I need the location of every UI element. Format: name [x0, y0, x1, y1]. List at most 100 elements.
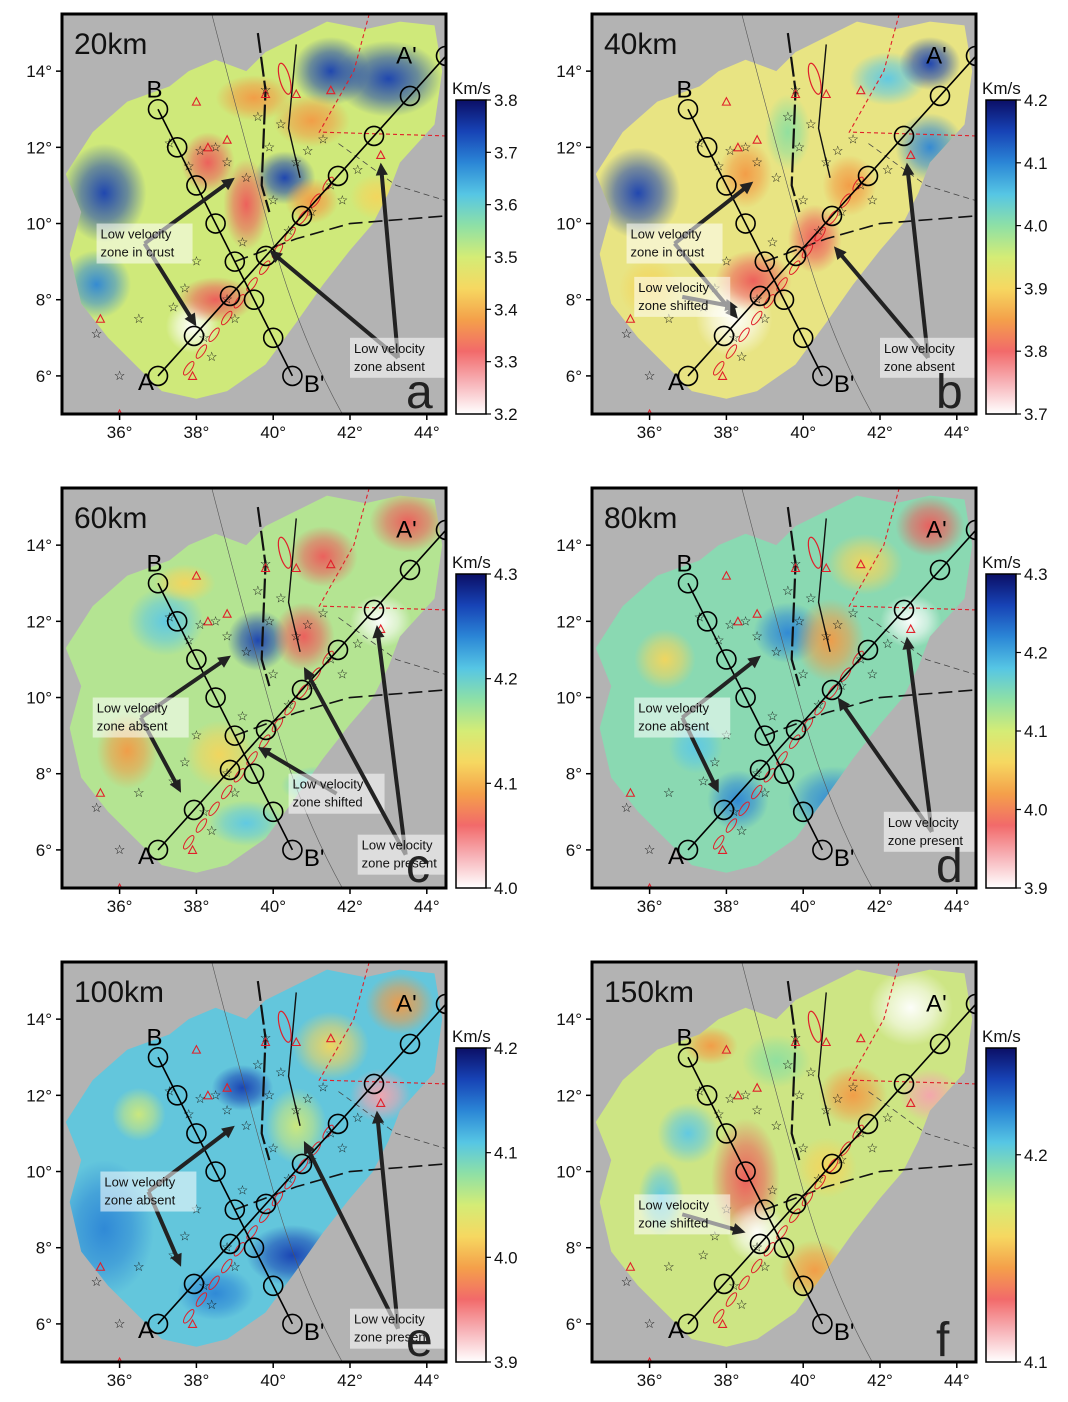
x-tick-label: 36°: [637, 423, 663, 442]
rift-segment: [246, 751, 258, 766]
earthquake-star-icon: ☆: [168, 299, 180, 314]
annotation-arrow: [375, 632, 408, 855]
x-tick-label: 40°: [790, 897, 816, 916]
profile-marker: [147, 839, 169, 861]
rift-segment: [763, 293, 776, 309]
volcano-icon: [790, 88, 801, 99]
profile-marker: [735, 687, 756, 708]
profile-marker: [224, 725, 246, 746]
volcano-icon: [717, 1318, 728, 1328]
annotation-arrow: [375, 1118, 400, 1329]
profile-marker: [929, 85, 951, 107]
profile-marker: [282, 1313, 303, 1335]
profile-marker: [166, 137, 188, 158]
profile-marker: [677, 365, 699, 387]
annotation-box: [288, 773, 385, 814]
annotation-text: zone shifted: [293, 795, 363, 810]
velocity-anomaly: [826, 533, 904, 595]
rift-segment: [208, 1275, 220, 1291]
earthquake-star-icon: ☆: [805, 1064, 817, 1079]
profile-line-aa: [157, 1003, 446, 1325]
country-border: [741, 962, 873, 1362]
x-tick-label: 44°: [944, 1371, 970, 1390]
x-tick-label: 42°: [867, 1371, 893, 1390]
earthquake-star-icon: ☆: [836, 678, 848, 693]
earthquake-star-icon: ☆: [790, 82, 802, 97]
x-tick-label: 40°: [790, 423, 816, 442]
earthquake-star-icon: ☆: [194, 1091, 206, 1106]
y-tick-label: 14°: [26, 1010, 52, 1029]
arrow-head-icon: [184, 312, 197, 327]
colorbar-unit: Km/s: [982, 1027, 1021, 1046]
volcano-icon: [260, 88, 271, 99]
y-tick-label: 6°: [566, 367, 582, 386]
earthquake-star-icon: ☆: [336, 193, 348, 208]
earthquake-star-icon: ☆: [229, 1259, 241, 1274]
earthquake-star-icon: ☆: [794, 139, 806, 154]
velocity-anomaly: [207, 800, 285, 847]
profile-marker: [754, 1199, 776, 1220]
velocity-anomaly: [292, 1011, 370, 1081]
rift-segment: [246, 1225, 258, 1240]
earthquake-star-icon: ☆: [229, 311, 241, 326]
profile-marker: [821, 205, 843, 227]
profile-label-a-prime: A': [926, 43, 947, 70]
x-tick-label: 36°: [637, 1371, 663, 1390]
profile-marker: [773, 763, 795, 785]
dashed-border: [868, 617, 976, 676]
annotation-box: [350, 337, 446, 378]
profile-marker: [262, 1275, 284, 1297]
x-tick-label: 44°: [944, 897, 970, 916]
rift-segment: [725, 1292, 738, 1307]
y-tick-label: 12°: [26, 138, 52, 157]
earthquake-star-icon: ☆: [194, 143, 206, 158]
earthquake-star-icon: ☆: [191, 728, 203, 743]
profile-marker: [735, 213, 756, 234]
profile-label-b-prime: B': [834, 371, 855, 398]
annotation-text: zone absent: [97, 719, 168, 734]
earthquake-star-icon: ☆: [820, 1103, 832, 1118]
y-tick-label: 6°: [566, 1315, 582, 1334]
colorbar-tick-label: 4.1: [494, 774, 518, 793]
colorbar-tick-label: 3.4: [494, 300, 518, 319]
y-tick-label: 10°: [26, 1163, 52, 1182]
volcano-icon: [325, 85, 336, 95]
dashed-border: [868, 143, 976, 202]
profile-line-aa: [687, 1003, 976, 1325]
volcano-icon: [187, 1318, 198, 1328]
volcano-icon: [95, 787, 106, 797]
profile-label-b-prime: B': [834, 845, 855, 872]
annotation-arrow: [905, 170, 930, 359]
velocity-anomaly: [292, 36, 370, 106]
profile-marker: [812, 839, 833, 861]
rift-segment: [195, 344, 208, 359]
profile-line-bb: [687, 582, 824, 851]
y-tick-label: 8°: [36, 1239, 52, 1258]
map-panel-e: ☆☆☆☆☆☆☆☆☆☆☆☆☆☆☆☆☆☆☆☆☆☆☆☆☆☆☆☆☆☆AA'BB'Low …: [26, 960, 518, 1390]
profile-marker: [773, 289, 795, 311]
rift-segment: [208, 327, 220, 343]
dashed-border: [868, 1091, 976, 1150]
annotation-text: Low velocity: [293, 777, 364, 792]
earthquake-star-icon: ☆: [724, 617, 736, 632]
profile-line-aa: [687, 55, 976, 377]
rift-segment: [195, 1292, 208, 1307]
profile-label-a: A: [668, 843, 684, 870]
earthquake-star-icon: ☆: [836, 204, 848, 219]
velocity-anomaly: [657, 1102, 719, 1164]
velocity-anomaly: [868, 969, 953, 1046]
rift-segment: [259, 260, 271, 275]
volcano-icon: [203, 1090, 213, 1100]
map-frame: [60, 960, 448, 1364]
profile-label-b: B: [676, 1025, 692, 1052]
earthquake-star-icon: ☆: [240, 170, 252, 185]
earthquake-star-icon: ☆: [210, 1087, 222, 1102]
panel-letter: d: [936, 840, 963, 893]
profile-label-a: A: [668, 1317, 684, 1344]
earthquake-star-icon: ☆: [290, 155, 302, 170]
colorbar: [985, 99, 1017, 415]
earthquake-star-icon: ☆: [740, 613, 752, 628]
annotation-text: zone shifted: [638, 1215, 708, 1230]
velocity-anomaly: [726, 1202, 788, 1263]
profile-label-b: B: [146, 77, 162, 104]
